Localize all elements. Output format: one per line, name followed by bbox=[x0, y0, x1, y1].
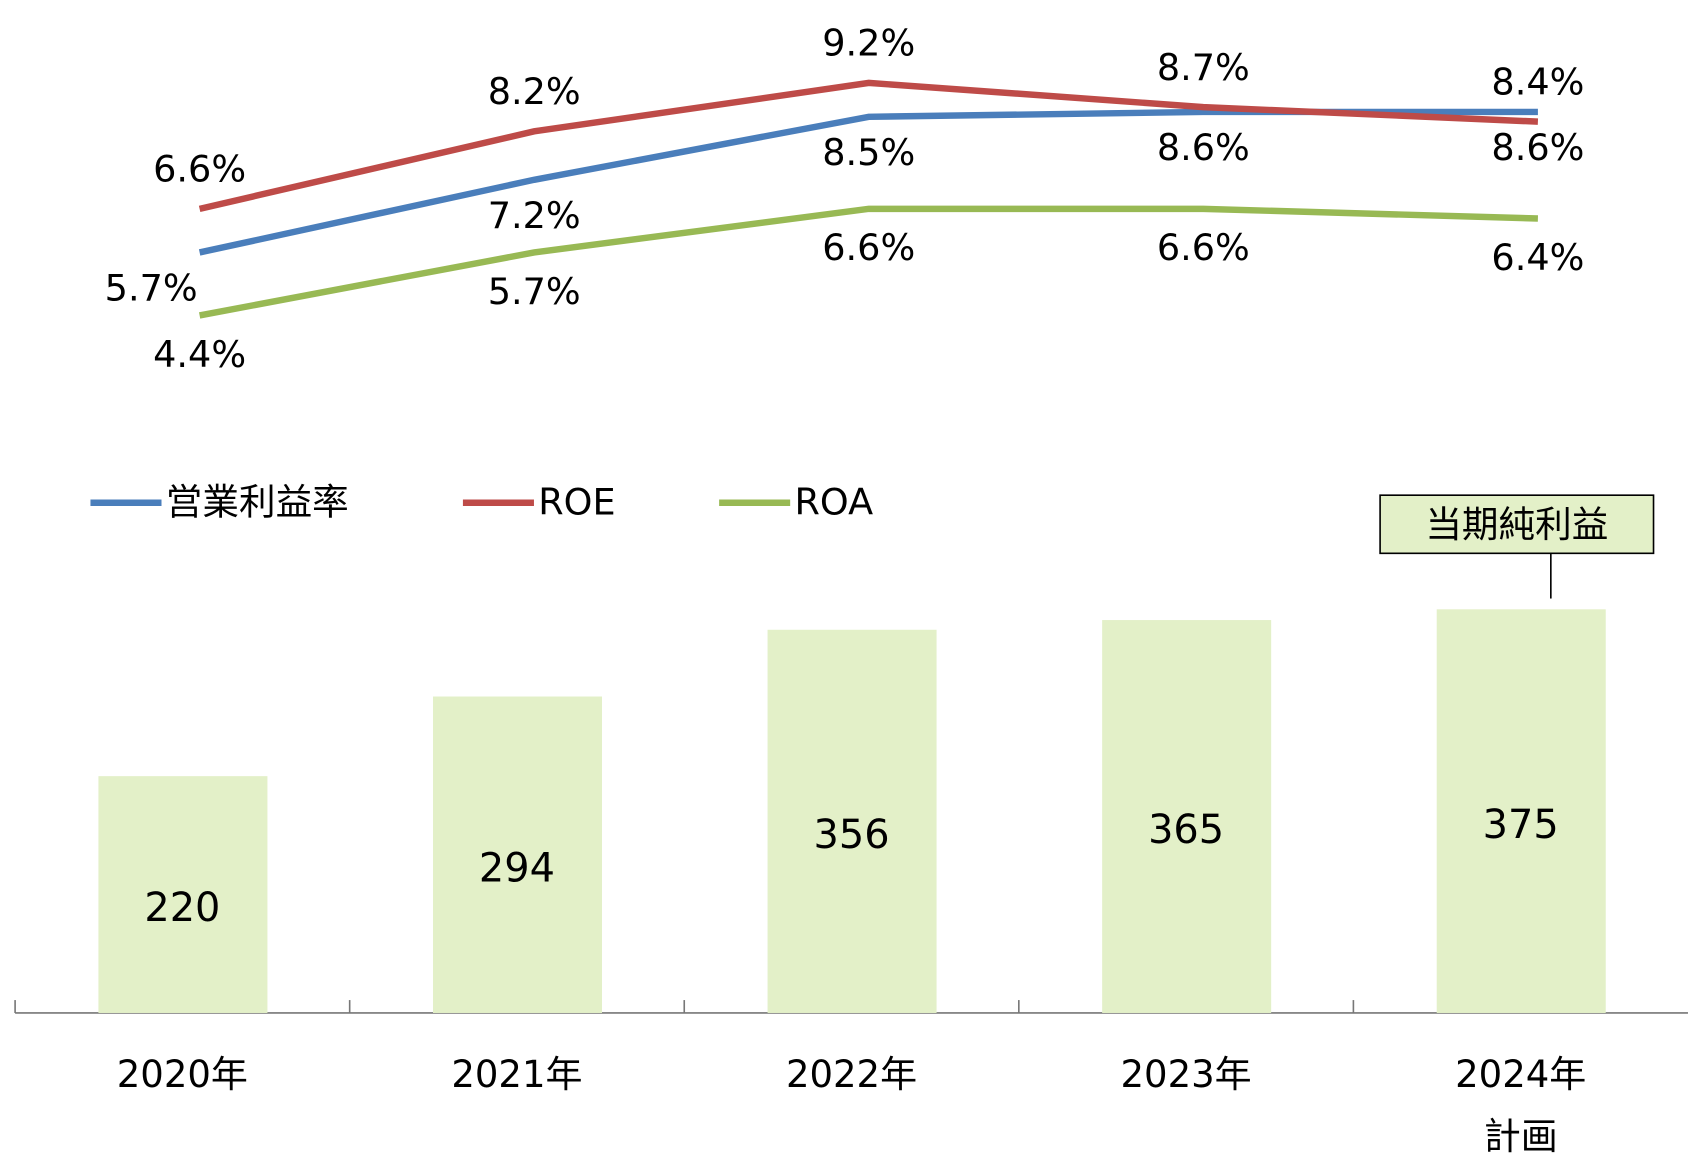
bar bbox=[767, 629, 937, 1013]
x-tick-label: 2024年 計画 bbox=[1455, 1053, 1587, 1159]
x-tick-label: 2020年 bbox=[116, 1053, 248, 1097]
bar-value-label: 294 bbox=[479, 845, 555, 891]
bar bbox=[432, 696, 603, 1013]
bar-value-label: 356 bbox=[814, 812, 890, 858]
legend-label: ROE bbox=[538, 480, 615, 523]
data-label: 5.7% bbox=[488, 270, 581, 313]
bar bbox=[1436, 609, 1606, 1013]
data-label: 8.2% bbox=[488, 70, 581, 113]
bar-value-label: 220 bbox=[144, 885, 220, 931]
x-tick-label: 2021年 bbox=[451, 1053, 583, 1097]
series-label: 当期純利益 bbox=[1425, 503, 1608, 546]
data-label: 6.6% bbox=[1157, 226, 1250, 269]
data-label: 8.6% bbox=[1491, 126, 1584, 169]
data-label: 6.6% bbox=[153, 148, 246, 191]
bar-value-label: 365 bbox=[1148, 807, 1224, 853]
data-label: 8.6% bbox=[1157, 126, 1250, 169]
data-label: 8.4% bbox=[1491, 60, 1584, 103]
data-label: 7.2% bbox=[488, 194, 581, 237]
data-label: 5.7% bbox=[105, 267, 198, 310]
x-tick-label: 2023年 bbox=[1120, 1053, 1252, 1097]
line bbox=[198, 79, 1539, 212]
legend-label: 営業利益率 bbox=[166, 480, 349, 523]
x-tick-label: 2022年 bbox=[785, 1053, 918, 1097]
bar-value-label: 375 bbox=[1483, 802, 1559, 848]
data-label: 8.7% bbox=[1157, 46, 1250, 89]
data-label: 8.5% bbox=[822, 131, 915, 174]
data-label: 6.4% bbox=[1491, 236, 1584, 279]
legend-label: ROA bbox=[794, 480, 873, 523]
bar bbox=[98, 776, 268, 1013]
data-label: 4.4% bbox=[153, 333, 246, 376]
callout-box bbox=[1379, 494, 1655, 555]
data-label: 6.6% bbox=[822, 226, 915, 269]
bar bbox=[1102, 620, 1272, 1013]
data-label: 9.2% bbox=[822, 22, 915, 65]
line bbox=[199, 205, 1539, 319]
